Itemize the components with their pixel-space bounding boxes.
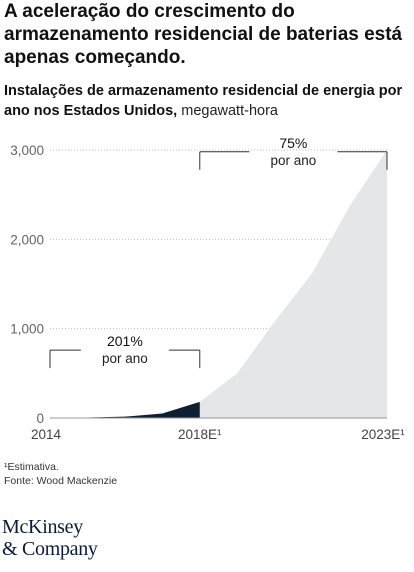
annotation-label: por ano [270,153,316,168]
logo-line-1: McKinsey [2,516,83,538]
y-tick-label: 2,000 [10,232,44,247]
subtitle-main: Instalações de armazenamento residencial… [4,83,403,119]
forecast-area [199,150,387,418]
x-tick-label: 2018E¹ [178,427,222,442]
mckinsey-logo: McKinsey & Company [2,516,98,560]
annotation-value: 75% [279,135,307,151]
annotation-label: por ano [102,351,148,366]
area-chart: 0 1,000 2,000 3,000 2014 2018E¹ 2023E¹ 201% por … [10,135,405,442]
y-tick-label: 0 [36,411,44,426]
subtitle-unit: megawatt-hora [177,103,278,119]
y-tick-label: 3,000 [10,143,44,158]
historical-area [50,401,200,418]
logo-line-2: & Company [2,538,98,560]
chart-title: A aceleração do crescimento do armazenam… [4,1,403,68]
footnote: ¹Estimativa. [4,461,59,473]
annotation-value: 201% [107,333,143,349]
x-tick-label: 2023E¹ [361,427,405,442]
y-tick-label: 1,000 [10,322,44,337]
source-note: Fonte: Wood Mackenzie [4,475,118,487]
chart-subtitle: Instalações de armazenamento residencial… [4,81,410,121]
x-tick-label: 2014 [31,427,62,442]
